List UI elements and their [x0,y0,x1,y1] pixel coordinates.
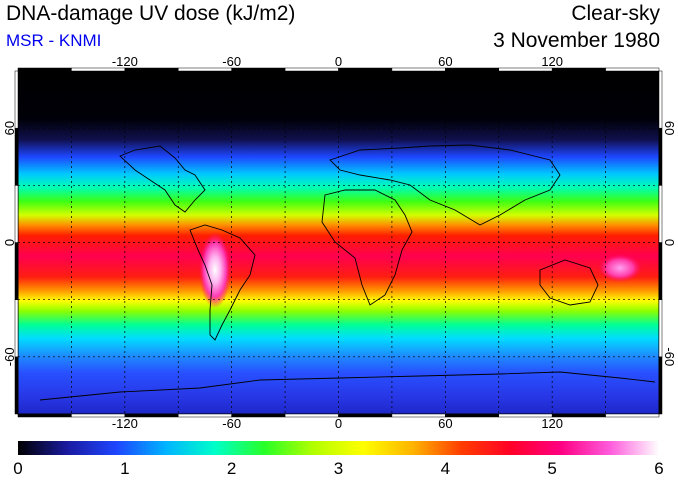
frame-segment [658,242,663,300]
colorbar-tick-label: 2 [227,459,236,478]
frame-segment [284,413,339,418]
colorbar-tick-label: 4 [441,459,450,478]
lon-label-top: 60 [438,54,452,69]
frame-segment [14,70,19,129]
map-title: DNA-damage UV dose (kJ/m2) [6,2,296,25]
lat-label-left: 0 [2,239,17,246]
pacific-high-spot [598,254,642,282]
frame-segment [658,127,663,186]
frame-segment [658,356,663,415]
lat-label-left: 60 [2,121,17,135]
frame-segment [658,185,663,243]
frame-segment [658,70,663,129]
frame-segment [338,413,393,418]
frame-segment [445,413,500,418]
frame-segment [17,413,72,418]
source-label: MSR - KNMI [6,31,102,50]
sky-condition-label: Clear-sky [571,2,660,25]
lon-label-bottom: -120 [112,416,138,431]
lon-label-top: 120 [541,54,563,69]
coast-south-america [189,224,256,341]
coast-eurasia [329,144,561,226]
graticule [18,71,659,414]
lat-label-right: -60 [662,347,677,366]
frame-segment [14,242,19,300]
frame-segment [338,67,393,72]
colorbar [18,441,659,455]
axis-labels: -120 -120 -60 -60 0 0 60 60 120 120 60 60 0 0 -60 -60 [2,54,677,431]
date-label: 3 November 1980 [493,29,660,52]
frame-segment [658,299,663,358]
coast-australia [539,259,599,306]
frame-segment [284,67,339,72]
frame-segment [14,127,19,186]
coast-antarctica [39,371,656,401]
frame-segment [14,185,19,243]
frame-tick-marks [14,67,663,418]
lat-label-right: 0 [662,239,677,246]
lat-label-right: 60 [662,121,677,135]
lon-label-top: 0 [335,54,342,69]
colorbar-tick-label: 5 [547,459,556,478]
lon-label-bottom: 60 [438,416,452,431]
lon-label-bottom: 0 [335,416,342,431]
coast-africa [321,189,413,306]
frame-segment [17,67,72,72]
coast-north-america [119,145,206,213]
andes-maximum [199,232,231,308]
coastlines [39,144,656,401]
colorbar-labels: 0 1 2 3 4 5 6 [13,459,663,478]
lon-label-bottom: 120 [541,416,563,431]
colorbar-tick-label: 6 [654,459,663,478]
lon-label-top: -60 [222,54,241,69]
frame-segment [445,67,500,72]
colorbar-tick-label: 1 [120,459,129,478]
lat-label-left: -60 [2,347,17,366]
lon-label-top: -120 [112,54,138,69]
frame-segment [605,67,660,72]
lon-label-bottom: -60 [222,416,241,431]
frame-segment [605,413,660,418]
colorbar-tick-label: 3 [334,459,343,478]
colorbar-tick-label: 0 [13,459,22,478]
